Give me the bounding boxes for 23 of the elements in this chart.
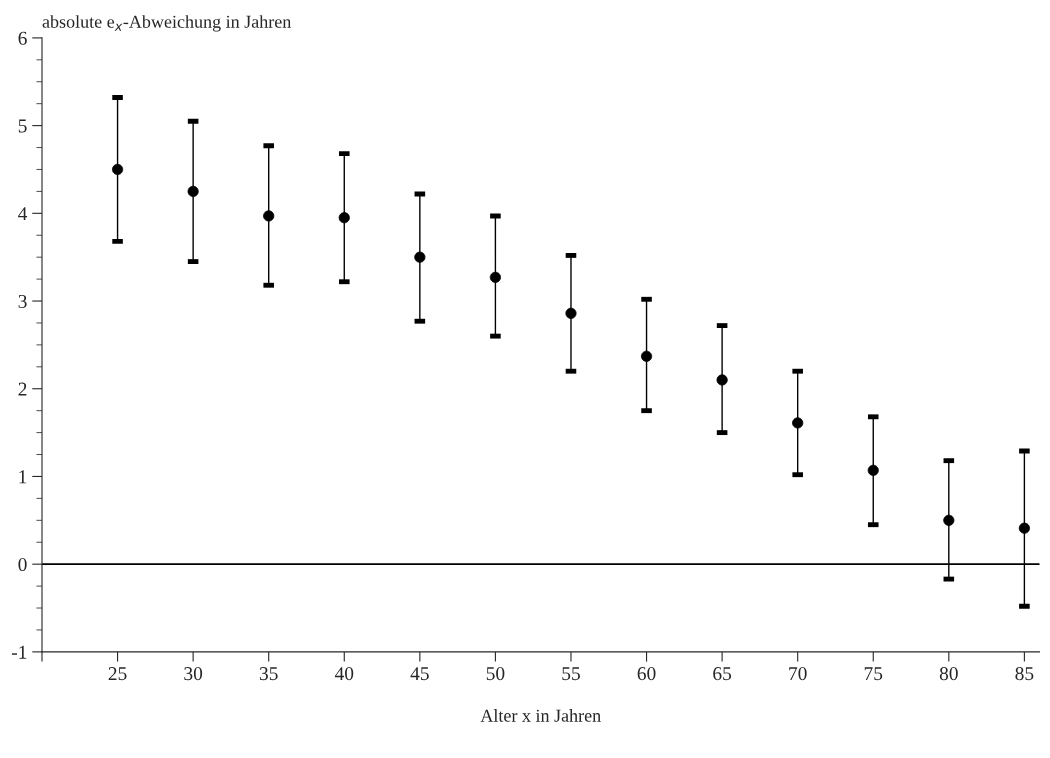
x-tick-label: 60 <box>637 667 656 681</box>
y-tick-label: 1 <box>19 470 27 484</box>
y-tick-label: 2 <box>18 382 27 396</box>
x-tick-label: 85 <box>1015 667 1034 681</box>
x-tick-label: 65 <box>713 667 732 681</box>
x-tick-label: 45 <box>410 667 429 681</box>
y-axis-title: absolute e$_{x}$-Abweichung in Jahren <box>42 15 292 32</box>
y-tick-label: 3 <box>18 294 27 308</box>
x-tick-label: 80 <box>939 667 958 681</box>
x-axis-title: Alter x in Jahren <box>480 709 601 722</box>
x-tick-label: 50 <box>486 667 505 681</box>
y-tick-label: 5 <box>18 119 27 133</box>
x-tick-label: 40 <box>334 667 354 681</box>
y-tick-label: -1 <box>11 645 27 659</box>
x-tick-label: 70 <box>789 667 807 681</box>
x-tick-label: 25 <box>108 667 127 681</box>
y-tick-label: 0 <box>18 557 27 572</box>
y-tick-label: 4 <box>18 207 28 221</box>
x-tick-label: 35 <box>259 667 278 681</box>
y-tick-label: 6 <box>18 31 27 45</box>
x-tick-label: 30 <box>184 667 203 681</box>
x-tick-label: 75 <box>864 667 883 681</box>
x-tick-label: 55 <box>562 667 580 681</box>
